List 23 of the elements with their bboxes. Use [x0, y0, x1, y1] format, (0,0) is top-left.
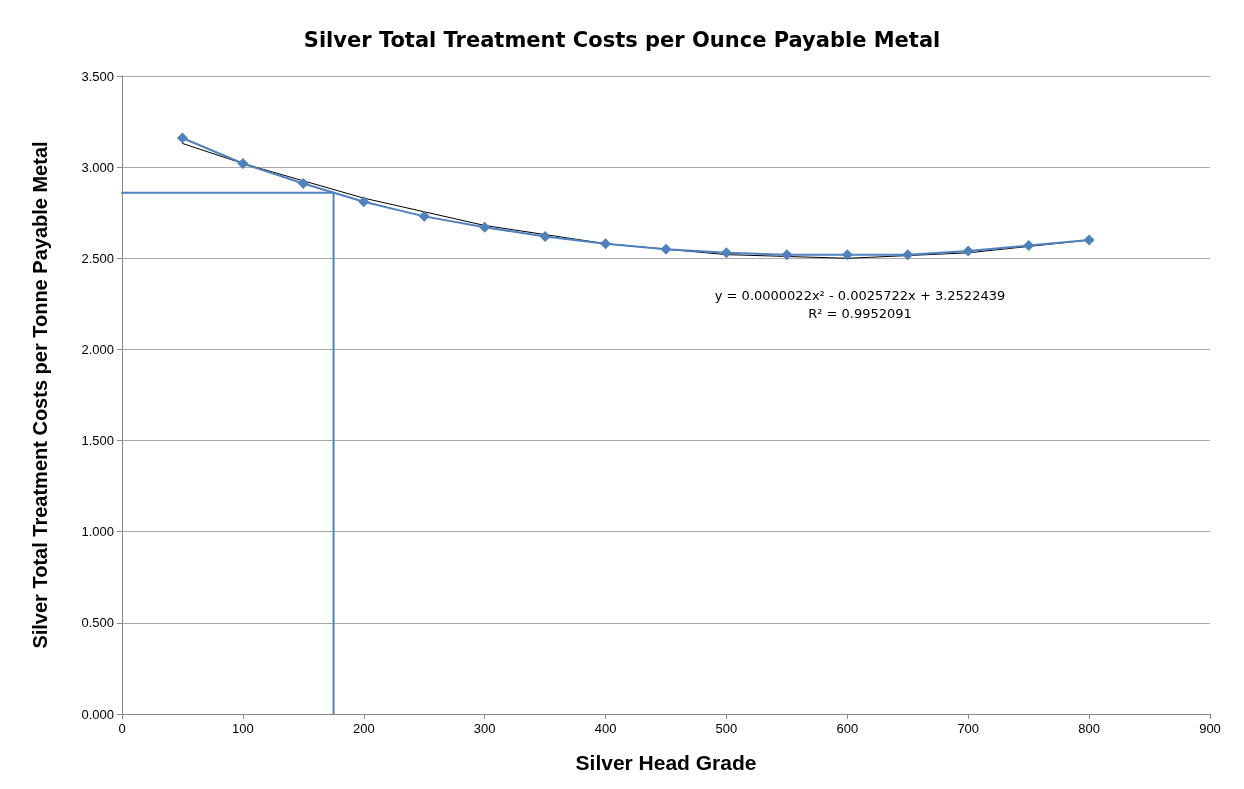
y-tick-label: 1.500	[81, 433, 114, 449]
y-tick-label: 2.000	[81, 341, 114, 357]
x-tick-label: 900	[1199, 721, 1221, 736]
y-tick-label: 2.500	[81, 250, 114, 266]
y-tick-label: 1.000	[81, 524, 114, 540]
y-axis-title: Silver Total Treatment Costs per Tonne Payable Metal	[29, 141, 51, 649]
annotation: R² = 0.9952091	[808, 305, 912, 321]
x-tick-label: 300	[473, 721, 496, 736]
x-tick-label: 500	[715, 721, 738, 736]
x-tick-label: 600	[836, 721, 859, 736]
x-tick-label: 800	[1078, 721, 1100, 736]
annotation: y = 0.0000022x² - 0.0025722x + 3.2522439	[714, 287, 1006, 303]
x-tick-label: 0	[118, 721, 126, 736]
x-axis-title: Silver Head Grade	[575, 751, 757, 774]
y-tick-label: 3.500	[81, 68, 114, 84]
y-tick-label: 0.500	[81, 615, 114, 631]
x-tick-label: 200	[352, 721, 375, 736]
x-tick-label: 400	[594, 721, 617, 736]
x-tick-label: 700	[957, 721, 980, 736]
chart-title: Silver Total Treatment Costs per Ounce Payable Metal	[303, 27, 941, 52]
x-tick-label: 100	[232, 721, 254, 736]
y-tick-label: 3.000	[81, 159, 114, 175]
y-tick-label: 0.000	[81, 706, 114, 722]
